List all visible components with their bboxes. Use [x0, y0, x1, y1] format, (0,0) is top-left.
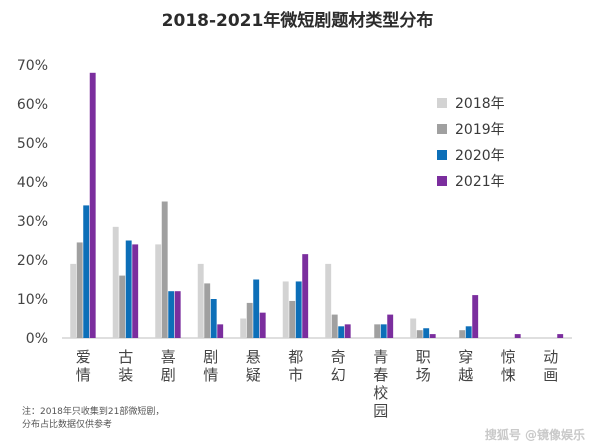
- legend-swatch: [437, 176, 447, 186]
- y-tick-label: 20%: [17, 253, 48, 269]
- bar: [429, 334, 436, 338]
- x-tick-label: 爱: [76, 348, 91, 366]
- bar: [204, 283, 211, 338]
- bar: [459, 330, 466, 338]
- bar: [112, 226, 119, 338]
- bar: [253, 279, 260, 338]
- legend-swatch: [437, 150, 447, 160]
- x-tick-label: 喜: [161, 348, 176, 366]
- y-tick-label: 10%: [17, 292, 48, 308]
- x-tick-label: 越: [458, 366, 473, 384]
- legend-label: 2021年: [455, 174, 505, 190]
- legend-item: 2018年: [437, 90, 505, 116]
- x-tick-label: 惊: [501, 348, 516, 366]
- bar: [344, 324, 351, 338]
- bar: [387, 314, 394, 338]
- x-tick-label: 奇: [331, 348, 346, 366]
- bar: [240, 318, 247, 338]
- bar: [217, 324, 224, 338]
- bar: [472, 295, 479, 338]
- bar: [331, 314, 338, 338]
- legend-label: 2018年: [455, 96, 505, 112]
- x-tick-label: 市: [288, 366, 303, 384]
- legend-item: 2021年: [437, 168, 505, 194]
- x-tick-label: 春: [373, 366, 388, 384]
- x-tick-label: 剧: [161, 366, 176, 384]
- bar: [132, 244, 139, 338]
- bar: [410, 318, 417, 338]
- bar: [282, 281, 289, 338]
- x-tick-label: 职: [416, 348, 431, 366]
- bar: [83, 205, 90, 338]
- x-tick-label: 幻: [331, 366, 346, 384]
- bar: [76, 242, 83, 338]
- bar: [174, 291, 181, 338]
- bar: [374, 324, 381, 338]
- x-tick-label: 场: [416, 366, 431, 384]
- y-tick-label: 60%: [17, 97, 48, 113]
- bar: [557, 334, 564, 338]
- x-tick-label: 剧: [203, 348, 218, 366]
- bar: [465, 326, 472, 338]
- x-tick-label: 情: [203, 366, 218, 384]
- bar: [161, 201, 168, 338]
- x-tick-label: 都: [288, 348, 303, 366]
- x-tick-label: 悚: [501, 366, 516, 384]
- x-tick-label: 动: [543, 348, 558, 366]
- x-tick-label: 古: [118, 348, 133, 366]
- x-tick-label: 校: [373, 384, 388, 402]
- y-tick-label: 70%: [17, 58, 48, 74]
- bar: [514, 334, 521, 338]
- watermark: 搜狐号 @镜像娱乐: [484, 428, 585, 442]
- bar: [289, 300, 296, 338]
- bar: [416, 330, 423, 338]
- x-tick-label: 青: [373, 348, 388, 366]
- bar: [119, 275, 126, 338]
- bar: [302, 254, 309, 338]
- legend-label: 2020年: [455, 148, 505, 164]
- bar: [259, 312, 266, 338]
- bar: [338, 326, 345, 338]
- y-tick-label: 40%: [17, 175, 48, 191]
- x-tick-label: 穿: [458, 348, 473, 366]
- x-tick-label: 园: [373, 402, 388, 420]
- footnote-line: 注：2018年只收集到21部微短剧，: [22, 407, 165, 417]
- legend-item: 2019年: [437, 116, 505, 142]
- chart-title: 2018-2021年微短剧题材类型分布: [161, 11, 434, 31]
- bar: [380, 324, 387, 338]
- y-tick-label: 30%: [17, 214, 48, 230]
- legend-item: 2020年: [437, 142, 505, 168]
- legend-label: 2019年: [455, 122, 505, 138]
- x-tick-label: 悬: [246, 348, 261, 366]
- footnote: 注：2018年只收集到21部微短剧， 分布占比数据仅供参考: [22, 406, 164, 432]
- bar: [210, 299, 217, 338]
- x-tick-label: 装: [118, 366, 133, 384]
- bar: [295, 281, 302, 338]
- y-tick-label: 50%: [17, 136, 48, 152]
- legend-swatch: [437, 124, 447, 134]
- bar: [155, 244, 162, 338]
- x-tick-label: 情: [76, 366, 91, 384]
- bar: [325, 263, 332, 338]
- bar: [70, 263, 77, 338]
- bar: [246, 302, 253, 338]
- x-tick-label: 疑: [246, 366, 261, 384]
- bar: [89, 72, 96, 339]
- bar: [125, 240, 132, 338]
- legend: 2018年 2019年 2020年 2021年: [437, 90, 505, 194]
- bar: [423, 328, 430, 338]
- bar: [197, 263, 204, 338]
- y-tick-label: 0%: [26, 331, 48, 347]
- bar: [168, 291, 175, 338]
- legend-swatch: [437, 98, 447, 108]
- x-tick-label: 画: [543, 366, 558, 384]
- footnote-line: 分布占比数据仅供参考: [22, 420, 113, 430]
